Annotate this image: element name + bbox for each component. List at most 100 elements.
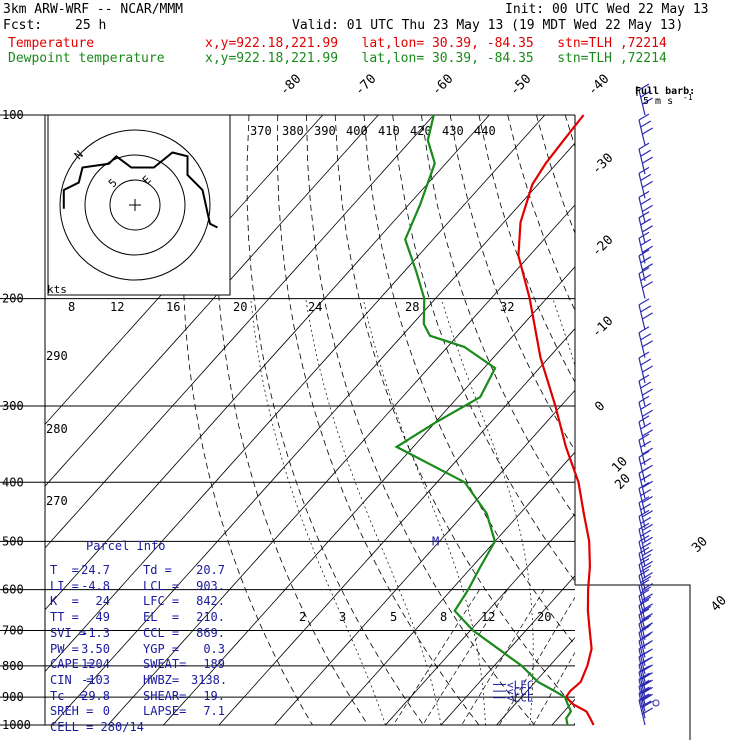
parcel-info-cell: 189	[203, 657, 225, 672]
dry-adiabat-line	[276, 115, 480, 725]
temperature-profile	[517, 114, 595, 726]
barb-legend-unit: 5 m s	[643, 96, 673, 107]
hodograph-ring	[59, 129, 211, 281]
parcel-info-title: Parcel Info	[86, 539, 166, 553]
wind-barb-flag	[640, 90, 652, 98]
parcel-info-cell: TT =	[50, 610, 79, 625]
wind-barb-staff	[638, 473, 646, 499]
hodograph-trace	[62, 151, 218, 229]
wind-barb-flag	[638, 522, 650, 530]
theta-label: 400	[346, 124, 368, 138]
parcel-info-cell: SVI =	[50, 625, 87, 640]
pressure-tick-label: 900	[2, 690, 24, 704]
wind-barb-staff	[638, 238, 646, 264]
pressure-tick-label: 600	[2, 583, 24, 597]
parcel-info-cell: LCL =	[143, 578, 180, 593]
wind-barb-flag	[638, 496, 650, 504]
wind-barb-flag	[638, 433, 650, 441]
wind-barb-staff	[638, 640, 646, 667]
isotherm-line	[107, 204, 575, 725]
wind-barb-staff	[638, 421, 646, 448]
mixing-ratio-line	[393, 589, 480, 725]
wind-barb-flag	[642, 536, 653, 544]
hodograph-ring-label: 16	[166, 300, 180, 314]
forecast-hour: 25 h	[75, 18, 107, 33]
wind-barb-flag	[640, 238, 652, 246]
parcel-info-cell: LI =	[50, 578, 79, 593]
wind-barb-flag	[638, 509, 650, 517]
parcel-cell-motion: CELL = 280/14	[50, 720, 144, 734]
wind-barb-flag	[640, 173, 652, 181]
wind-barb-flag	[640, 218, 652, 226]
isotherm-line	[663, 115, 740, 725]
dewpoint-profile	[394, 114, 573, 726]
temperature-label: Temperature	[8, 36, 95, 51]
hodograph-ring	[84, 154, 186, 256]
theta-side-label: 270	[46, 494, 68, 508]
dry-adiabat-line	[536, 115, 575, 235]
forecast-label: Fcst:	[3, 18, 43, 33]
hodograph-ring	[109, 179, 161, 231]
wind-barb-staff	[638, 304, 646, 330]
wind-barb-flag	[642, 340, 653, 348]
dry-adiabat-line	[680, 115, 740, 735]
parcel-info-cell: SHEAR=	[143, 688, 187, 703]
wind-barb-staff	[638, 502, 646, 528]
level-marker-label: <LFC	[507, 678, 534, 691]
wind-barb-staff	[638, 148, 646, 175]
parcel-info-cell: 842.	[196, 594, 225, 609]
isotherm-line	[45, 115, 490, 611]
wind-barb-staff	[638, 564, 646, 590]
hodograph-ring-label: 8	[68, 300, 75, 314]
wind-barb-flag	[642, 312, 653, 320]
isotherm-line	[52, 142, 575, 725]
wind-barb-flag	[640, 440, 652, 448]
wind-barb-staff	[638, 217, 646, 243]
wind-barb-flag	[638, 113, 650, 121]
wind-barb-flag	[638, 395, 650, 403]
isotherm-label: 10	[609, 454, 631, 476]
isotherm-label: -50	[507, 72, 534, 99]
wind-barb-staff	[638, 380, 646, 407]
wind-barb-flag	[638, 211, 650, 219]
wind-barb-staff	[638, 119, 646, 146]
level-marker-label: <CCL	[507, 685, 534, 698]
moist-adiabat-line	[619, 299, 694, 725]
moist-adiabat-line	[305, 298, 442, 725]
wind-barb-flag	[640, 553, 652, 561]
wind-barb-flag	[640, 305, 652, 313]
wind-barb-staff	[638, 516, 646, 542]
wind-barb-flag	[638, 142, 650, 150]
parcel-info-cell: -4.8	[81, 578, 110, 593]
dry-adiabat-line	[363, 115, 575, 646]
isotherm-label: -10	[589, 314, 616, 341]
wind-barb-flag	[642, 263, 653, 271]
wind-barb-flag	[642, 447, 653, 455]
isotherm-label: -60	[429, 72, 456, 99]
wind-barb-staff	[638, 173, 646, 199]
wind-barb-flag	[638, 249, 650, 257]
plot-right-step	[575, 584, 691, 740]
wind-barb-flag	[642, 464, 653, 472]
isotherm-label: 30	[689, 534, 711, 556]
parcel-info-cell: CAPE =	[50, 657, 94, 672]
mixing-ratio-label: 12	[481, 610, 495, 624]
wind-barb-flag	[640, 422, 652, 430]
wind-barb-flag	[642, 409, 653, 417]
wind-barb-flag	[640, 542, 652, 550]
wind-barb-staff	[638, 89, 646, 116]
parcel-info-cell: CIN =	[50, 672, 94, 687]
dry-adiabat-line	[306, 115, 536, 725]
parcel-info-cell: 3138.	[191, 672, 228, 687]
wind-barb-staff	[638, 693, 646, 719]
pressure-tick-label: 500	[2, 534, 24, 548]
pressure-tick-label: 200	[2, 292, 24, 306]
init-time: Init: 00 UTC Wed 22 May 13	[505, 2, 709, 17]
parcel-info-cell: LAPSE=	[143, 704, 187, 719]
parcel-info-cell: YGP =	[143, 641, 180, 656]
wind-barb-flag	[638, 298, 650, 306]
moist-adiabat-line	[250, 298, 386, 725]
wind-barb-staff	[638, 699, 646, 726]
wind-barb-flag	[640, 473, 652, 481]
theta-side-label: 290	[46, 349, 68, 363]
